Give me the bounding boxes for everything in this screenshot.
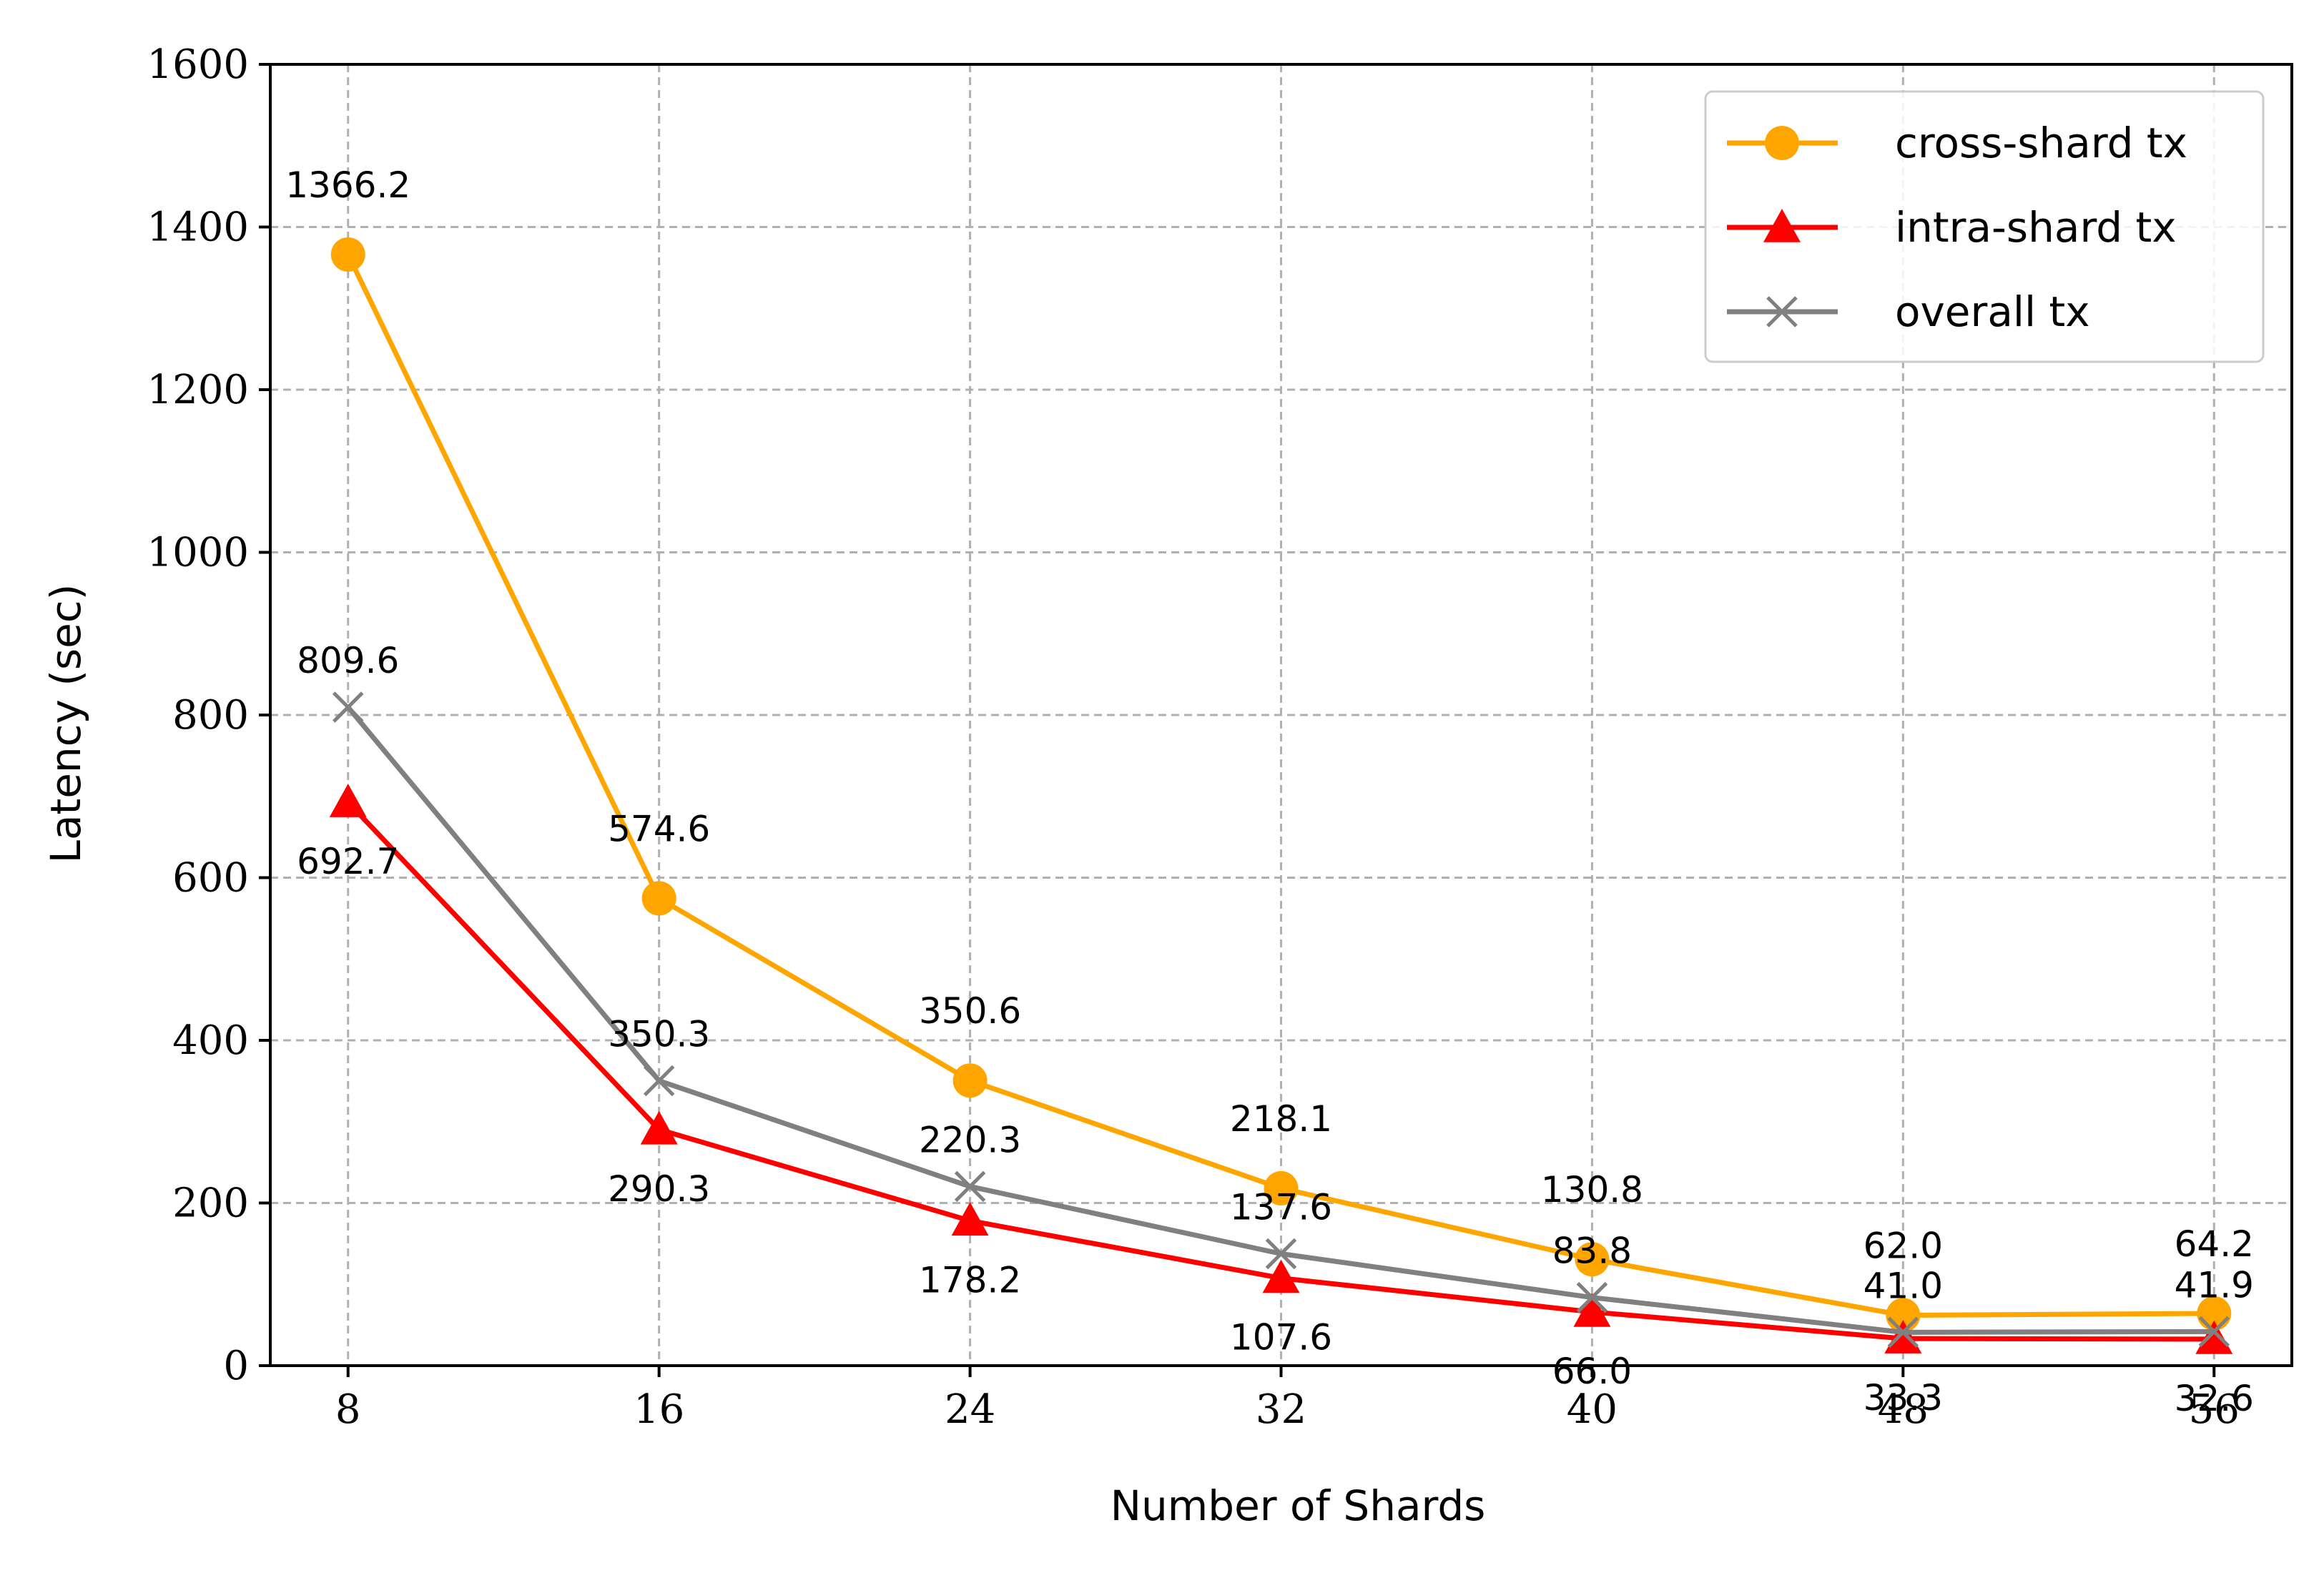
intra-shard-tx-data-label: 33.3 — [1863, 1377, 1943, 1419]
intra-shard-tx-point — [1573, 1293, 1611, 1327]
legend-marker-overall-tx — [1766, 296, 1798, 327]
overall-tx-point — [954, 1170, 986, 1203]
y-tick-label: 1000 — [147, 530, 249, 576]
intra-shard-tx-point — [1884, 1320, 1922, 1353]
legend: cross-shard tx intra-shard tx overall tx — [1704, 90, 2265, 363]
intra-shard-tx-data-label: 66.0 — [1552, 1351, 1632, 1392]
cross-shard-tx-data-label: 218.1 — [1230, 1098, 1332, 1140]
intra-shard-tx-point — [951, 1202, 989, 1236]
x-tick-label: 48 — [1878, 1386, 1929, 1433]
overall-tx-data-label: 41.0 — [1863, 1265, 1943, 1306]
overall-tx-point — [643, 1065, 675, 1097]
overall-tx-data-label: 41.9 — [2175, 1264, 2254, 1306]
cross-shard-tx-point — [952, 1063, 988, 1098]
overall-tx-point — [2198, 1316, 2230, 1348]
overall-tx-data-label: 350.3 — [608, 1014, 710, 1055]
cross-shard-tx-data-label: 350.6 — [919, 990, 1021, 1032]
y-tick-label: 400 — [172, 1017, 249, 1064]
cross-shard-tx-point — [330, 237, 365, 272]
y-tick-label: 1600 — [147, 41, 249, 88]
cross-shard-tx-point — [1264, 1170, 1299, 1205]
data-series — [329, 237, 2233, 1354]
legend-label-overall-tx: overall tx — [1895, 287, 2090, 336]
x-tick-label: 8 — [335, 1386, 361, 1433]
intra-shard-tx-point — [329, 784, 367, 817]
intra-shard-tx-data-label: 178.2 — [919, 1259, 1021, 1301]
intra-shard-tx-data-label: 290.3 — [608, 1168, 710, 1210]
intra-shard-tx-data-label: 107.6 — [1230, 1317, 1332, 1358]
overall-tx-data-label: 809.6 — [297, 640, 399, 681]
cross-shard-tx-data-label: 1366.2 — [285, 164, 410, 206]
y-axis-title: Latency (sec) — [41, 584, 90, 864]
cross-shard-tx-data-label: 130.8 — [1541, 1169, 1643, 1210]
axes: 8 16 24 32 40 48 56 0 200 400 600 800 1000 1200 1400 16… — [147, 41, 2293, 1433]
data-labels: 1366.2 574.6 350.6 218.1 130.8 62.0 64.2 692.7 2… — [285, 164, 2254, 1419]
y-tick-label: 200 — [172, 1180, 249, 1227]
legend-label-cross-shard-tx: cross-shard tx — [1895, 119, 2187, 167]
legend-box — [1704, 90, 2265, 363]
intra-shard-tx-point — [2195, 1320, 2233, 1354]
y-tick-label: 1400 — [147, 204, 249, 251]
y-tick-label: 600 — [172, 855, 249, 902]
legend-marker-intra-shard-tx — [1763, 209, 1801, 242]
x-tick-label: 24 — [945, 1386, 995, 1433]
cross-shard-tx-data-label: 64.2 — [2175, 1223, 2254, 1265]
intra-shard-tx-point — [1262, 1259, 1300, 1293]
overall-tx-data-label: 220.3 — [919, 1119, 1021, 1160]
overall-tx-point — [1265, 1238, 1297, 1270]
overall-tx-point — [1576, 1281, 1608, 1313]
overall-tx-point — [332, 691, 364, 723]
cross-shard-tx-point — [641, 881, 676, 916]
y-tick-label: 1200 — [147, 367, 249, 413]
overall-tx-data-label: 83.8 — [1552, 1231, 1632, 1272]
x-tick-label: 40 — [1567, 1386, 1618, 1433]
overall-tx-data-label: 137.6 — [1230, 1186, 1332, 1228]
legend-label-intra-shard-tx: intra-shard tx — [1895, 203, 2177, 252]
cross-shard-tx-data-label: 574.6 — [608, 808, 710, 849]
x-tick-label: 56 — [2189, 1386, 2240, 1433]
x-tick-label: 16 — [634, 1386, 684, 1433]
cross-shard-tx-point — [1575, 1242, 1610, 1277]
x-tick-label: 32 — [1256, 1386, 1306, 1433]
intra-shard-tx-data-label: 32.6 — [2175, 1378, 2254, 1419]
intra-shard-tx-data-label: 692.7 — [297, 841, 399, 882]
overall-tx-point — [1887, 1316, 1919, 1348]
intra-shard-tx-point — [640, 1110, 678, 1145]
x-axis-title: Number of Shards — [1111, 1481, 1486, 1530]
legend-marker-cross-shard-tx — [1765, 126, 1799, 160]
y-tick-label: 0 — [223, 1343, 249, 1389]
cross-shard-tx-data-label: 62.0 — [1863, 1225, 1943, 1266]
y-tick-label: 800 — [172, 692, 249, 739]
